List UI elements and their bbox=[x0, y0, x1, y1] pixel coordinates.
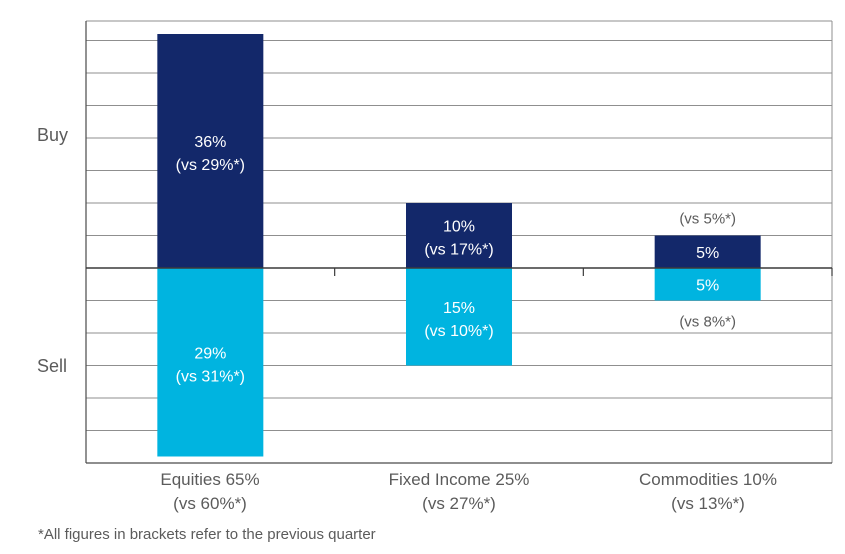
data-label-buy: 10% bbox=[443, 219, 475, 236]
category-prev: (vs 13%*) bbox=[671, 494, 745, 513]
category-label-commodities: Commodities 10% (vs 13%*) bbox=[598, 468, 818, 516]
y-label-buy: Buy bbox=[37, 125, 69, 145]
data-label-sell: 5% bbox=[696, 277, 719, 294]
data-label-buy-prev: (vs 5%*) bbox=[679, 211, 736, 228]
data-label-sell-prev: (vs 8%*) bbox=[679, 314, 736, 331]
bar-sell bbox=[654, 268, 761, 301]
category-prev: (vs 27%*) bbox=[422, 494, 496, 513]
data-label-sell-prev: (vs 31%*) bbox=[176, 368, 245, 385]
y-label-sell: Sell bbox=[37, 356, 68, 376]
category-prev: (vs 60%*) bbox=[173, 494, 247, 513]
category-name: Commodities 10% bbox=[639, 470, 777, 489]
bar-buy bbox=[157, 34, 264, 268]
data-label-buy-prev: (vs 17%*) bbox=[424, 242, 493, 259]
category-name: Equities 65% bbox=[160, 470, 260, 489]
data-label-sell-prev: (vs 10%*) bbox=[424, 323, 493, 340]
data-label-buy-prev: (vs 29%*) bbox=[176, 157, 245, 174]
data-label-buy: 36% bbox=[194, 134, 226, 151]
category-label-fixed-income: Fixed Income 25% (vs 27%*) bbox=[349, 468, 569, 516]
bar-buy bbox=[406, 203, 512, 268]
footnote: *All figures in brackets refer to the pr… bbox=[38, 526, 376, 543]
bar-sell bbox=[157, 268, 264, 457]
bar-buy bbox=[654, 235, 761, 268]
bars bbox=[157, 34, 761, 457]
data-label-sell: 15% bbox=[443, 300, 475, 317]
category-name: Fixed Income 25% bbox=[388, 470, 530, 489]
bar-sell bbox=[406, 268, 512, 366]
value-labels: 36% (vs 29%*) 29% (vs 31%*) 10% (vs 17%*) 15% (… bbox=[176, 134, 736, 385]
axes bbox=[85, 21, 833, 464]
category-label-equities: Equities 65% (vs 60%*) bbox=[100, 468, 320, 516]
data-label-buy: 5% bbox=[696, 245, 719, 262]
data-label-sell: 29% bbox=[194, 345, 226, 362]
